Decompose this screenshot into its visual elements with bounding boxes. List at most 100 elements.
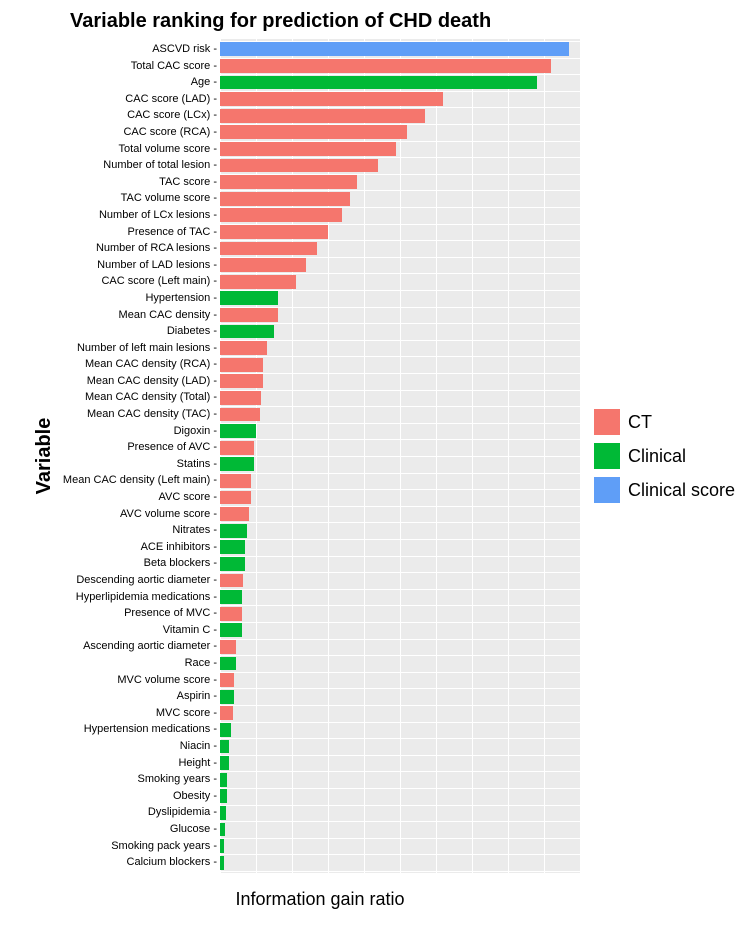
grid-horizontal <box>220 489 580 490</box>
y-tick-label: Number of total lesion - <box>32 157 220 174</box>
y-tick-label: Hypertension medications - <box>32 721 220 738</box>
bar <box>220 690 234 704</box>
bar <box>220 806 226 820</box>
y-tick-label: Race - <box>32 655 220 672</box>
y-axis-label-col: Variable <box>0 39 32 873</box>
bar <box>220 441 254 455</box>
y-tick-label: Smoking pack years - <box>32 838 220 855</box>
bar <box>220 76 537 90</box>
bar <box>220 723 231 737</box>
grid-horizontal <box>220 406 580 407</box>
y-tick-label: Dyslipidemia - <box>32 804 220 821</box>
bar <box>220 275 296 289</box>
legend-label: Clinical score <box>628 480 735 501</box>
grid-horizontal <box>220 506 580 507</box>
bar <box>220 308 278 322</box>
bar <box>220 856 224 870</box>
y-tick-label: Mean CAC density (RCA) - <box>32 356 220 373</box>
y-tick-label: Number of LAD lesions - <box>32 257 220 274</box>
bar <box>220 574 243 588</box>
y-tick-label: Number of RCA lesions - <box>32 240 220 257</box>
y-tick-label: Digoxin - <box>32 423 220 440</box>
bar <box>220 258 306 272</box>
y-tick-label: Presence of TAC - <box>32 224 220 241</box>
bar <box>220 92 443 106</box>
bar <box>220 125 407 139</box>
grid-horizontal <box>220 423 580 424</box>
bar <box>220 507 249 521</box>
bar <box>220 839 224 853</box>
y-tick-label: Mean CAC density (LAD) - <box>32 373 220 390</box>
grid-horizontal <box>220 356 580 357</box>
y-tick-label: Mean CAC density (Left main) - <box>32 472 220 489</box>
grid-horizontal <box>220 672 580 673</box>
y-tick-label: AVC volume score - <box>32 506 220 523</box>
y-tick-label: Height - <box>32 755 220 772</box>
y-tick-label: Diabetes - <box>32 323 220 340</box>
grid-horizontal <box>220 473 580 474</box>
y-tick-label: Total volume score - <box>32 141 220 158</box>
grid-horizontal <box>220 605 580 606</box>
grid-horizontal <box>220 556 580 557</box>
y-tick-label: Vitamin C - <box>32 622 220 639</box>
grid-vertical <box>580 39 581 873</box>
legend: CT Clinical Clinical score <box>580 39 750 873</box>
y-tick-label: Nitrates - <box>32 522 220 539</box>
legend-swatch <box>594 443 620 469</box>
y-tick-label: Number of left main lesions - <box>32 340 220 357</box>
y-tick-label: Age - <box>32 74 220 91</box>
plot-panel <box>220 39 580 873</box>
bar <box>220 557 245 571</box>
bar <box>220 358 263 372</box>
bar <box>220 408 260 422</box>
y-tick-label: Beta blockers - <box>32 555 220 572</box>
bar <box>220 756 229 770</box>
grid-horizontal <box>220 821 580 822</box>
bar <box>220 673 234 687</box>
grid-horizontal <box>220 373 580 374</box>
legend-item: Clinical <box>594 443 750 469</box>
legend-swatch <box>594 409 620 435</box>
grid-horizontal <box>220 755 580 756</box>
chart-container: Variable ranking for prediction of CHD d… <box>0 0 750 940</box>
legend-swatch <box>594 477 620 503</box>
y-tick-label: Aspirin - <box>32 688 220 705</box>
y-tick-label: Mean CAC density - <box>32 307 220 324</box>
y-tick-label: Number of LCx lesions - <box>32 207 220 224</box>
grid-horizontal <box>220 539 580 540</box>
bar <box>220 491 251 505</box>
bar <box>220 657 236 671</box>
y-tick-label: Mean CAC density (TAC) - <box>32 406 220 423</box>
grid-horizontal <box>220 688 580 689</box>
bar <box>220 823 225 837</box>
legend-item: CT <box>594 409 750 435</box>
bar <box>220 374 263 388</box>
grid-horizontal <box>220 390 580 391</box>
y-tick-label: Ascending aortic diameter - <box>32 638 220 655</box>
y-tick-label: Mean CAC density (Total) - <box>32 389 220 406</box>
plot-row: Variable ASCVD risk -Total CAC score -Ag… <box>0 39 750 873</box>
grid-horizontal <box>220 589 580 590</box>
bar <box>220 59 551 73</box>
y-tick-label: Hypertension - <box>32 290 220 307</box>
grid-horizontal <box>220 572 580 573</box>
y-tick-label: Niacin - <box>32 738 220 755</box>
grid-horizontal <box>220 771 580 772</box>
y-tick-label: Smoking years - <box>32 771 220 788</box>
bar <box>220 142 396 156</box>
bar <box>220 208 342 222</box>
y-tick-label: Total CAC score - <box>32 58 220 75</box>
y-tick-label: Hyperlipidemia medications - <box>32 589 220 606</box>
grid-horizontal <box>220 838 580 839</box>
grid-horizontal <box>220 805 580 806</box>
bar <box>220 623 242 637</box>
bar <box>220 325 274 339</box>
y-tick-labels: ASCVD risk -Total CAC score -Age -CAC sc… <box>32 39 220 873</box>
grid-horizontal <box>220 788 580 789</box>
bar <box>220 474 251 488</box>
grid-horizontal <box>220 323 580 324</box>
y-tick-label: CAC score (Left main) - <box>32 273 220 290</box>
legend-item: Clinical score <box>594 477 750 503</box>
grid-horizontal <box>220 340 580 341</box>
bar <box>220 391 261 405</box>
